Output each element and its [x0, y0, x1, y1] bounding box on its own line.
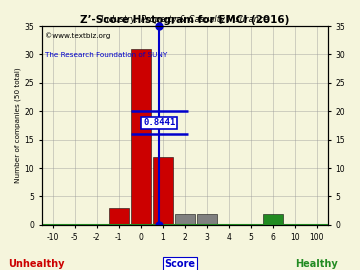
Bar — [175, 214, 194, 225]
Text: Score: Score — [165, 259, 195, 269]
Text: 0.8441: 0.8441 — [143, 118, 175, 127]
Text: ©www.textbiz.org: ©www.textbiz.org — [45, 32, 110, 39]
Title: Z’-Score Histogram for EMCI (2016): Z’-Score Histogram for EMCI (2016) — [80, 15, 289, 25]
Text: Industry: Property & Casualty Insurance: Industry: Property & Casualty Insurance — [101, 15, 269, 24]
Bar — [263, 214, 283, 225]
Bar — [131, 49, 150, 225]
Text: The Research Foundation of SUNY: The Research Foundation of SUNY — [45, 52, 167, 58]
Text: Healthy: Healthy — [296, 259, 338, 269]
Y-axis label: Number of companies (50 total): Number of companies (50 total) — [15, 68, 22, 183]
Bar — [197, 214, 216, 225]
Bar — [153, 157, 172, 225]
Text: Unhealthy: Unhealthy — [8, 259, 64, 269]
Bar — [109, 208, 129, 225]
